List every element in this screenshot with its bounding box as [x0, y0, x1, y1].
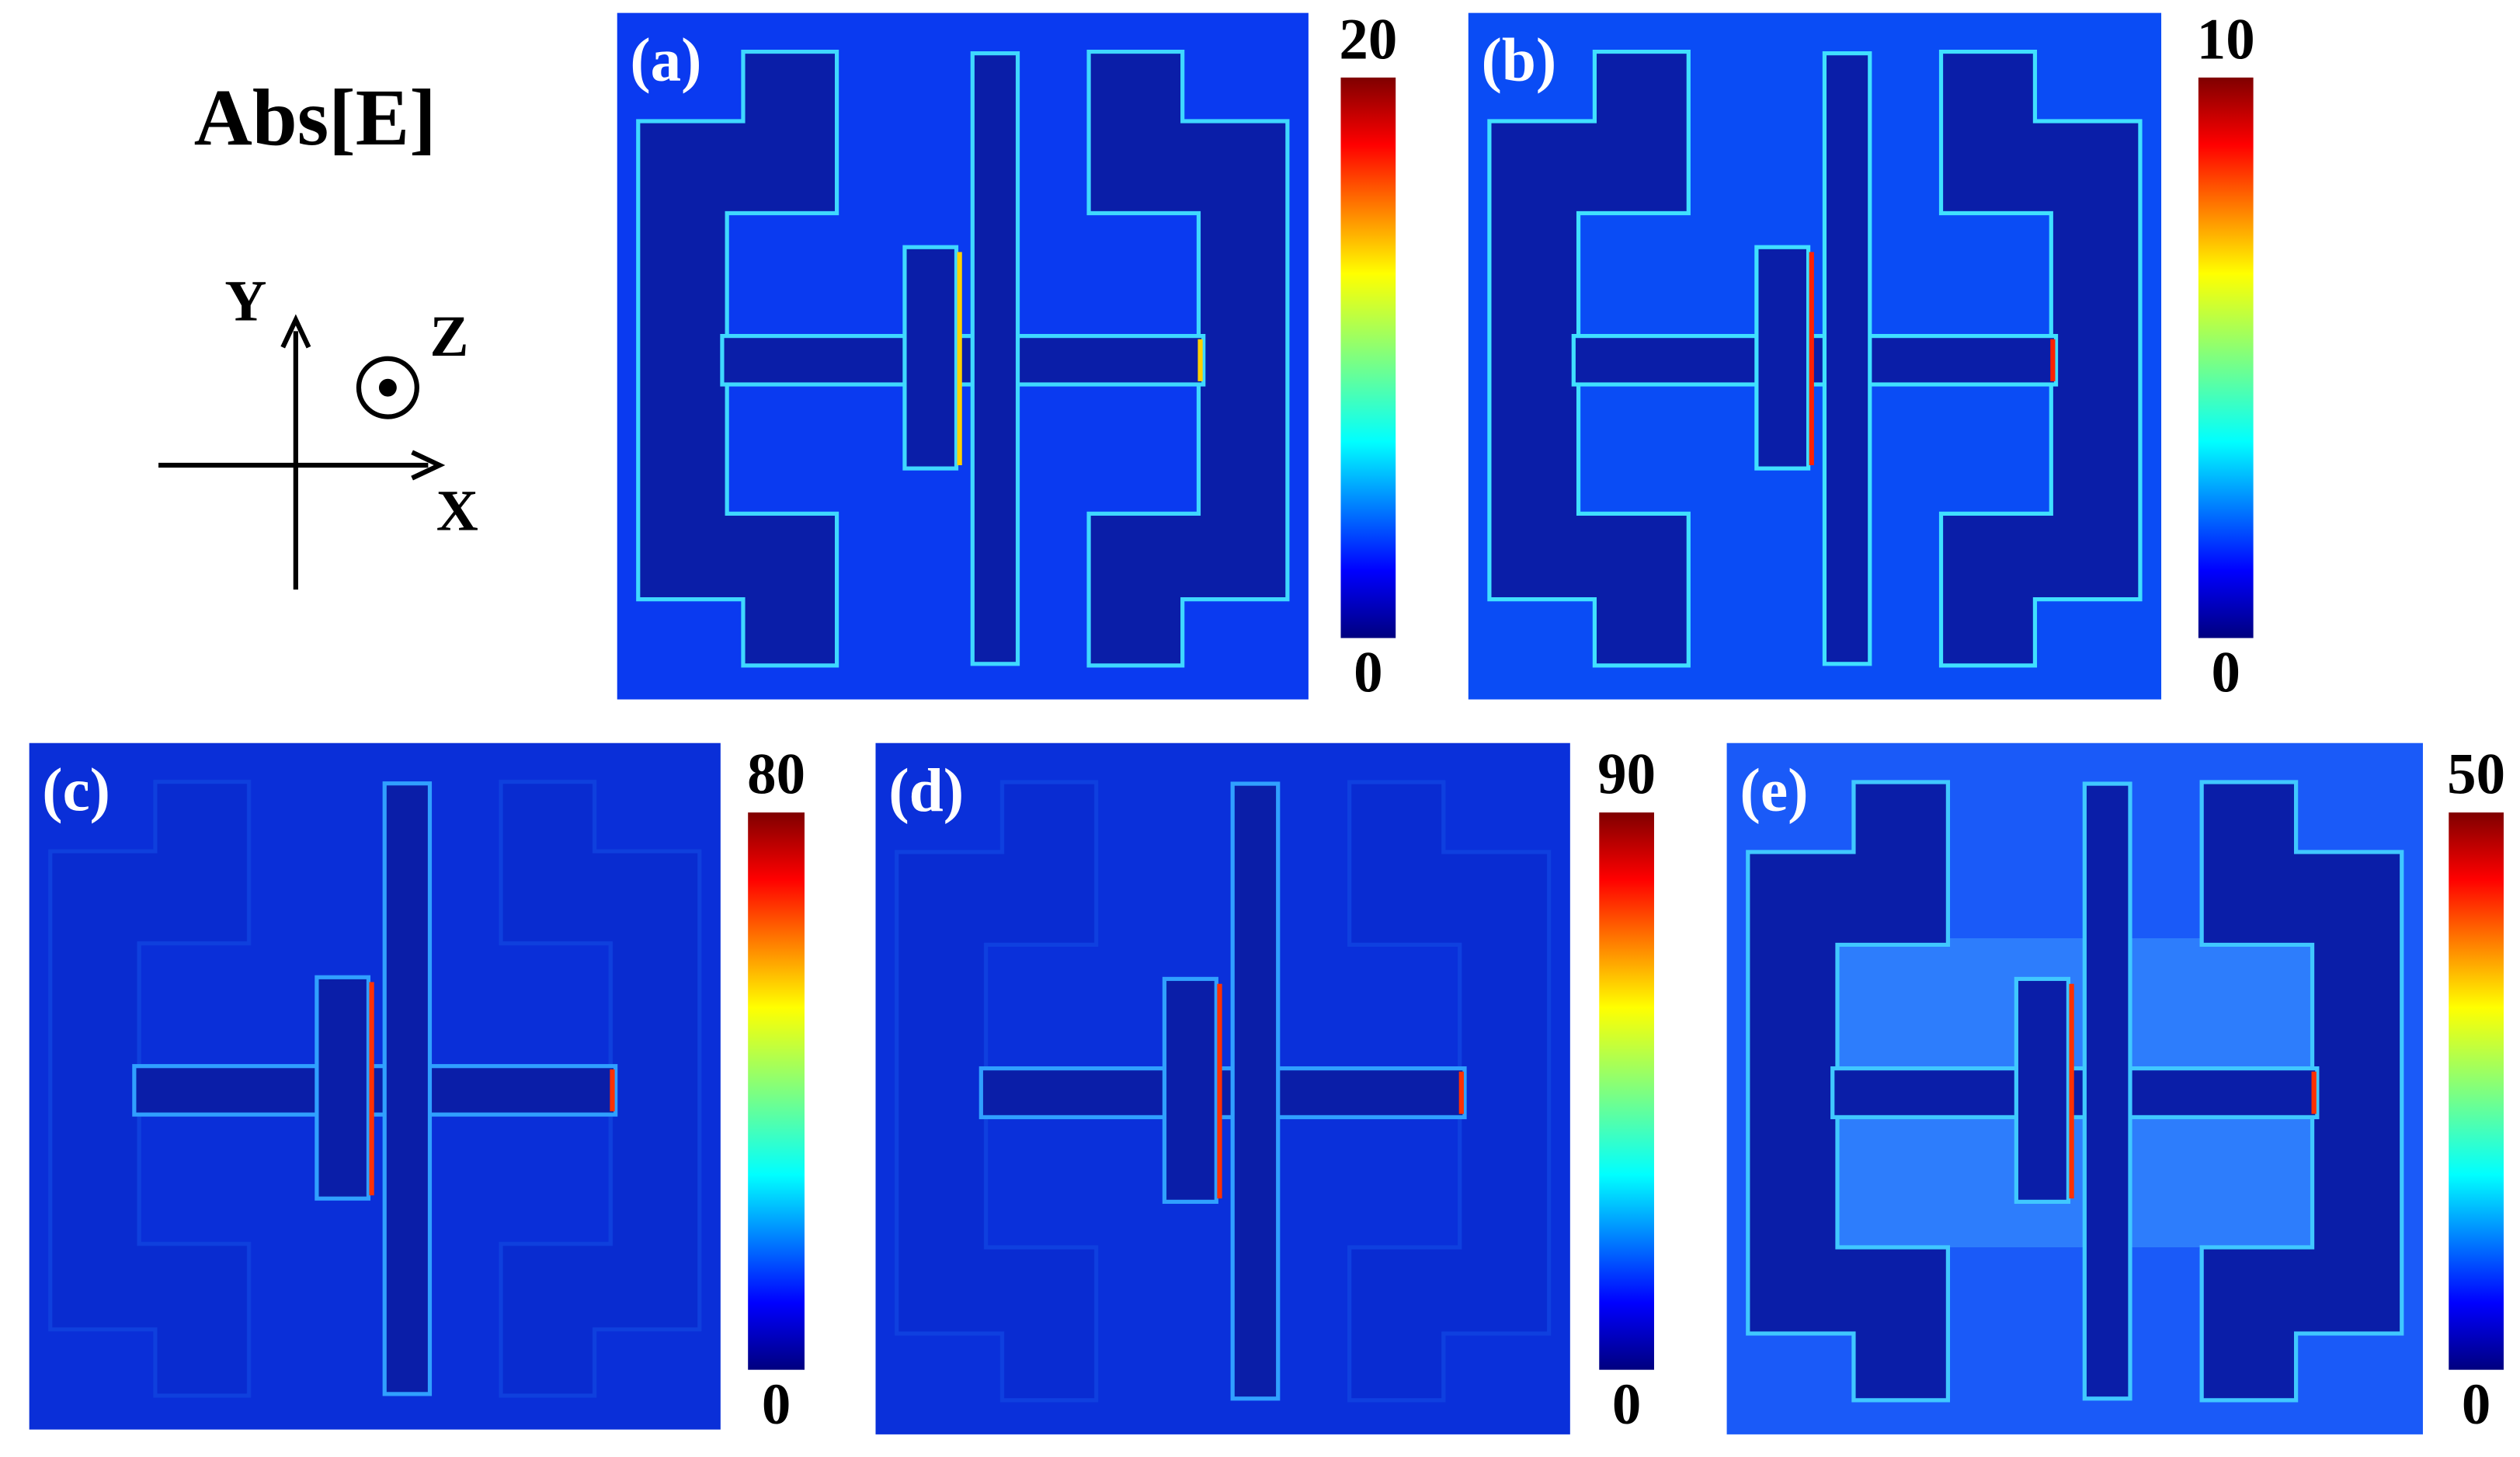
horizontal-bar	[1830, 1066, 2320, 1120]
resonator-brackets	[636, 49, 1290, 668]
colorbar-max-label: 20	[1339, 7, 1397, 71]
x-axis-label: X	[436, 479, 478, 544]
resonator-brackets	[895, 780, 1552, 1403]
right-bracket	[1086, 49, 1290, 668]
resonator-brackets	[48, 780, 702, 1398]
field-map: (b)	[1468, 12, 2162, 700]
colorbar-min-label: 0	[2462, 1372, 2490, 1437]
y-axis-label: Y	[224, 269, 266, 333]
resonator-brackets	[1487, 49, 2143, 668]
left-bracket	[895, 780, 1099, 1403]
z-axis-label: Z	[429, 304, 468, 369]
panel-label: (d)	[888, 756, 964, 825]
colorbar	[748, 812, 805, 1370]
horizontal-bar	[132, 1064, 618, 1117]
colorbar-min-label: 0	[762, 1372, 791, 1437]
field-map: (a)	[617, 12, 1309, 700]
left-bracket	[48, 780, 252, 1398]
small-bar	[1754, 245, 1811, 471]
vertical-bar	[382, 781, 433, 1396]
colorbar-max-label: 50	[2447, 742, 2505, 807]
field-map: (c)	[29, 742, 721, 1430]
vertical-bar	[2082, 781, 2132, 1401]
z-axis-dot	[378, 378, 397, 397]
x-arrow-head	[411, 450, 446, 481]
small-bar	[2014, 976, 2071, 1204]
field-map: (d)	[875, 742, 1570, 1434]
left-bracket	[1487, 49, 1691, 668]
vertical-bar	[1822, 51, 1872, 666]
colorbar-min-label: 0	[2212, 641, 2240, 705]
small-bar	[902, 245, 959, 471]
panel-label: (c)	[42, 756, 110, 824]
right-bracket	[2199, 780, 2404, 1403]
colorbar-max-label: 90	[1597, 742, 1656, 807]
resonator-brackets	[1746, 780, 2404, 1403]
colorbar-min-label: 0	[1612, 1372, 1641, 1437]
panel-label: (e)	[1740, 756, 1808, 825]
small-bar	[1162, 976, 1218, 1204]
colorbar-min-label: 0	[1354, 641, 1382, 705]
colorbar-max-label: 10	[2197, 7, 2255, 71]
figure-title: Abs[E]	[194, 73, 436, 162]
panel-label: (a)	[630, 26, 701, 94]
colorbar	[2449, 812, 2504, 1370]
colorbar	[1340, 77, 1396, 638]
panel-label: (b)	[1481, 26, 1556, 94]
left-bracket	[636, 49, 839, 668]
horizontal-bar	[720, 334, 1206, 387]
z-axis-circle	[356, 356, 419, 419]
right-bracket	[1347, 780, 1552, 1403]
colorbar	[1599, 812, 1654, 1370]
right-bracket	[1938, 49, 2143, 668]
vertical-bar	[1230, 781, 1281, 1401]
y-arrow-head	[280, 314, 311, 349]
horizontal-bar	[1571, 334, 2059, 387]
horizontal-bar	[978, 1066, 1467, 1120]
right-bracket	[499, 780, 702, 1398]
small-bar	[315, 975, 371, 1201]
left-bracket	[1746, 780, 1951, 1403]
vertical-bar	[970, 51, 1020, 666]
colorbar	[2198, 77, 2254, 638]
field-map: (e)	[1726, 742, 2423, 1434]
colorbar-max-label: 80	[747, 742, 805, 807]
axes-icon	[158, 314, 446, 590]
